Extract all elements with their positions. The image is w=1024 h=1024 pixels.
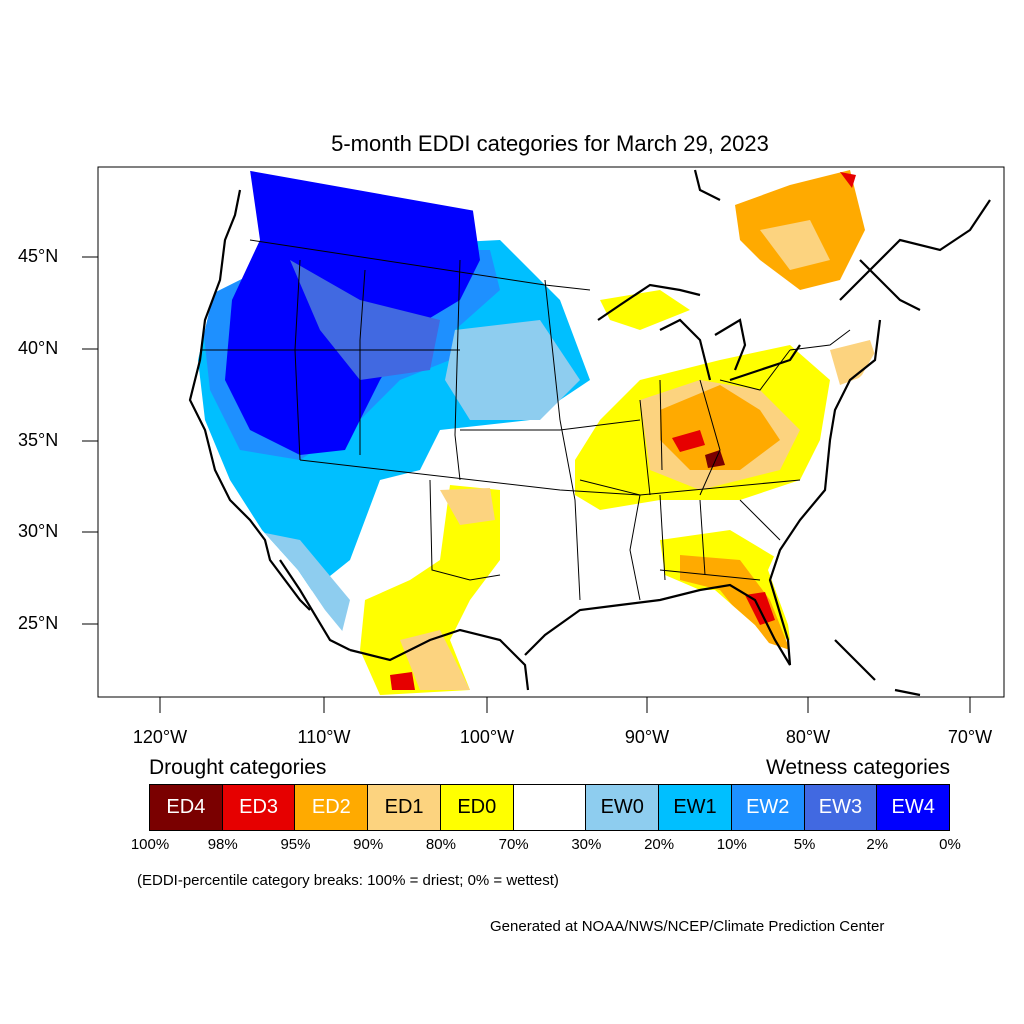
lat-label-30: 30°N — [18, 521, 59, 541]
legend-box-ew4: EW4 — [876, 784, 951, 831]
percentile-label: 30% — [571, 836, 602, 853]
lon-label-80: 80°W — [785, 727, 831, 747]
lon-label-90: 90°W — [624, 727, 670, 747]
legend-box-ed4: ED4 — [149, 784, 223, 831]
percentile-label: 95% — [280, 836, 311, 853]
lon-label-110: 110°W — [297, 727, 351, 747]
ed0-great-lakes — [600, 290, 690, 330]
wetness-categories-heading: Wetness categories — [765, 756, 950, 779]
percentile-label: 90% — [353, 836, 384, 853]
percentile-label: 80% — [425, 836, 456, 853]
ed3-canada — [840, 172, 856, 188]
lon-label-70: 70°W — [947, 727, 993, 747]
legend-box-ew0: EW0 — [585, 784, 660, 831]
category-breaks-note: (EDDI-percentile category breaks: 100% =… — [137, 872, 559, 889]
ed1-south-texas — [400, 630, 470, 690]
ed4-kentucky — [705, 450, 725, 468]
drought-categories-heading: Drought categories — [149, 756, 327, 779]
legend-box-ew1: EW1 — [658, 784, 732, 831]
map-title: 5-month EDDI categories for March 29, 20… — [331, 131, 769, 156]
category-legend: ED4 ED3 ED2 ED1 ED0 EW0 EW1 EW2 EW3 EW4 — [149, 784, 951, 831]
lon-ticks — [159, 697, 971, 713]
ew0-region — [445, 320, 580, 420]
percentile-label: 100% — [130, 836, 170, 853]
legend-box-ed0: ED0 — [439, 784, 514, 831]
map-frame — [97, 166, 1005, 698]
legend-box-ed1: ED1 — [367, 784, 441, 831]
credit-line: Generated at NOAA/NWS/NCEP/Climate Predi… — [490, 918, 885, 935]
ed1-panhandle — [440, 488, 495, 525]
ed3-texas — [390, 672, 415, 690]
ed3-indiana — [672, 430, 705, 452]
percentile-label: 98% — [207, 836, 238, 853]
lon-label-100: 100°W — [459, 727, 515, 747]
ed1-canada — [760, 220, 830, 270]
lat-ticks — [82, 256, 98, 625]
state-boundaries — [200, 239, 851, 601]
legend-box-ed2: ED2 — [294, 784, 369, 831]
percentile-label: 70% — [498, 836, 529, 853]
lat-label-25: 25°N — [18, 613, 59, 633]
lon-label-120: 120°W — [132, 727, 188, 747]
percentile-label: 5% — [793, 836, 816, 853]
percentile-label: 20% — [644, 836, 675, 853]
lat-label-35: 35°N — [18, 430, 59, 450]
legend-box-neutral — [512, 784, 587, 831]
percentile-label: 10% — [716, 836, 747, 853]
eddi-field — [188, 169, 991, 697]
percentile-label: 2% — [866, 836, 889, 853]
percentile-label: 0% — [939, 836, 961, 853]
ed2-florida — [680, 555, 790, 650]
legend-box-ew2: EW2 — [730, 784, 805, 831]
legend-box-ed3: ED3 — [221, 784, 296, 831]
coastlines — [188, 169, 991, 697]
ed0-texas — [360, 485, 500, 695]
lat-label-40: 40°N — [18, 338, 59, 358]
lat-label-45: 45°N — [18, 246, 59, 266]
legend-box-ew3: EW3 — [803, 784, 878, 831]
